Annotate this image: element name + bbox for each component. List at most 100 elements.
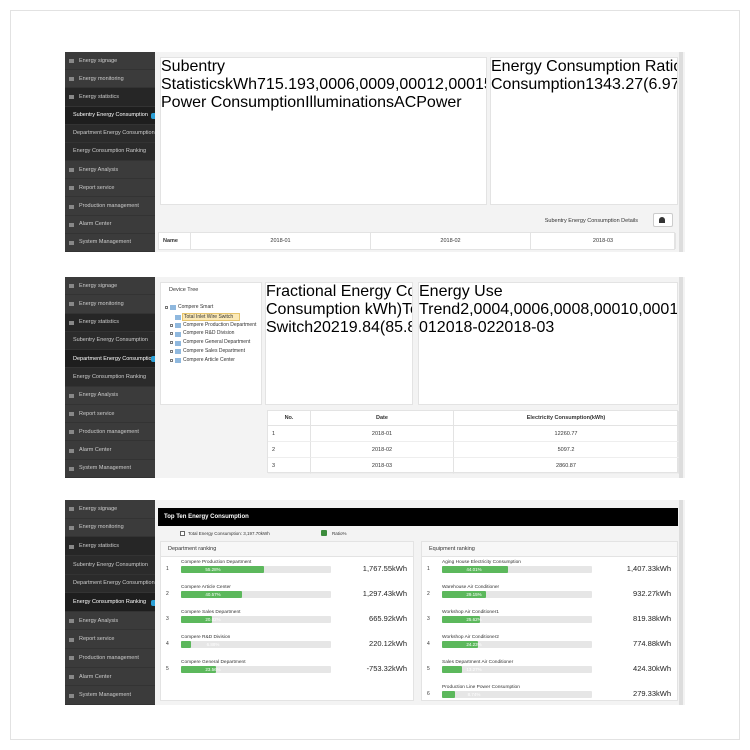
sidebar-icon [69, 412, 74, 417]
sidebar-item: Production management [65, 649, 155, 668]
item-name: Compere R&D Division [181, 635, 231, 640]
sidebar-item: Energy signage [65, 277, 155, 296]
scrollbar [679, 500, 683, 705]
y-tick-label: 9,000 [386, 76, 427, 93]
sidebar-item: System Management [65, 233, 155, 252]
chart-canvas: Energy Use Trend2,0004,0006,0008,00010,0… [419, 283, 677, 337]
sidebar-item: System Management [65, 686, 155, 705]
tree-folder [175, 323, 181, 329]
data-table: No. Date Electricity Consumption(kWh) 1 2018… [267, 410, 679, 474]
sidebar-icon [69, 302, 74, 307]
card: Energy Consumption Ratio Analysis(Energy… [490, 57, 678, 205]
sidebar-item: Energy Analysis [65, 161, 155, 180]
y-tick-label: 15,000 [475, 76, 486, 93]
sidebar-icon [69, 393, 74, 398]
ratio-label: 29.15% [466, 592, 482, 597]
rank-number: 5 [427, 666, 430, 672]
ratio-bar [181, 566, 264, 573]
sidebar: Energy signage Energy monitoring Energy st… [65, 277, 155, 478]
kwh-value: -753.32kWh [366, 663, 407, 673]
ratio-label: 8.74% [467, 692, 481, 697]
ratio-label: 55.28% [205, 567, 221, 572]
kwh-value: 1,767.55kWh [362, 563, 407, 573]
tree-title: Device Tree [169, 287, 199, 293]
kwh-value: 665.92kWh [369, 613, 407, 623]
content: Top Ten Energy Consumption Total Energy C… [155, 500, 685, 705]
x-tick-label: Power [416, 94, 462, 111]
ratio-track: 20.82% [181, 616, 331, 623]
ratio-track: 44.01% [442, 566, 592, 573]
tree-node: Total Inlet Wire Switch [182, 313, 240, 321]
rank-number: 5 [166, 666, 169, 672]
tree-node: Compere R&D Division [183, 330, 235, 337]
tree-folder [170, 305, 176, 310]
sidebar-item: Production management [65, 423, 155, 442]
ratio-label: 25.62% [466, 617, 482, 622]
sidebar-item: Subentry Energy Consumption [65, 555, 155, 575]
table-cell: 2018-02 [311, 442, 454, 458]
table-cell: 2 [268, 442, 311, 458]
pie-label: 20219.84 [313, 319, 380, 336]
sidebar-item: Alarm Center [65, 441, 155, 460]
x-tick-label: 2018-01 [419, 319, 437, 336]
ratio-bar [181, 591, 242, 598]
axis-unit: kWh [225, 76, 258, 93]
ratio-label: 20.82% [205, 617, 221, 622]
sidebar-item: Energy monitoring [65, 70, 155, 89]
ratio-track: 55.28% [181, 566, 331, 573]
y-tick-label: 6,000 [346, 76, 387, 93]
sidebar-icon [69, 619, 74, 624]
sidebar-item: Energy statistics [65, 88, 155, 107]
x-tick-label: AC [394, 94, 417, 111]
tree-node: Compere General Department [183, 339, 251, 346]
panel: Energy signage Energy monitoring Energy st… [65, 52, 685, 252]
sidebar-item: Energy Consumption Ranking [65, 593, 155, 612]
y-tick-label: 715.19 [257, 76, 306, 93]
sidebar-icon [69, 284, 74, 289]
sidebar-icon [69, 168, 74, 173]
tree-node: Compere Sales Department [183, 347, 245, 354]
sidebar-icon [69, 204, 74, 209]
ratio-bar [181, 641, 192, 648]
item-name: Compere Production Department [181, 560, 252, 565]
column-header: 2018-02 [371, 233, 531, 249]
table-cell: 2018-01 [311, 426, 454, 442]
item-name: Sales Department Air Conditioner [442, 660, 514, 665]
chart-title: Fractional Energy Consumption Ratio(Ener… [266, 283, 412, 318]
table-cell: 5097.2 [454, 442, 679, 458]
table-cell: 2860.87 [454, 458, 679, 474]
tree-toggle [170, 349, 173, 353]
y-tick-label: 2,000 [460, 301, 501, 318]
ratio-toggle [321, 530, 327, 536]
tree-folder [175, 358, 181, 363]
item-name: Workshop Air Conditioner2 [442, 635, 499, 640]
sidebar: Energy signage Energy monitoring Energy st… [65, 500, 155, 705]
column-header: No. [268, 411, 311, 426]
kwh-value: 932.27kWh [633, 588, 671, 598]
sidebar-icon [69, 186, 74, 191]
pie-label: Office Power Consumption [491, 76, 586, 93]
device-tree: Device Tree Compere Smart Total Inlet Wire… [160, 282, 262, 405]
ratio-track: 23.56% [181, 666, 331, 673]
sidebar-icon [69, 430, 74, 435]
y-tick-label: 12,000 [426, 76, 476, 93]
chart-title: Energy Consumption Ratio Analysis(Energy… [491, 58, 677, 75]
table-cell: 1 [268, 426, 311, 442]
sidebar-icon [69, 675, 74, 680]
rank-number: 4 [166, 641, 169, 647]
rank-number: 1 [427, 566, 430, 572]
tree-node: Compere Production Department [183, 321, 257, 328]
ratio-label: 44.01% [466, 567, 482, 572]
ranking-card: Equipment ranking 1 Aging House Electricit… [421, 541, 678, 701]
checkbox [180, 531, 185, 536]
ranking-card: Department ranking 1 Compere Production De… [160, 541, 414, 701]
tree-root: Compere Smart [178, 304, 214, 310]
x-tick-label: Office Power Consumption [161, 94, 306, 111]
tree-node: Compere Article Center [183, 356, 235, 363]
column-header: Name [159, 233, 191, 249]
sidebar-item: Report service [65, 630, 155, 650]
sidebar-icon [69, 448, 74, 453]
ratio-bar [442, 691, 456, 698]
ratio-track: 40.57% [181, 591, 331, 598]
